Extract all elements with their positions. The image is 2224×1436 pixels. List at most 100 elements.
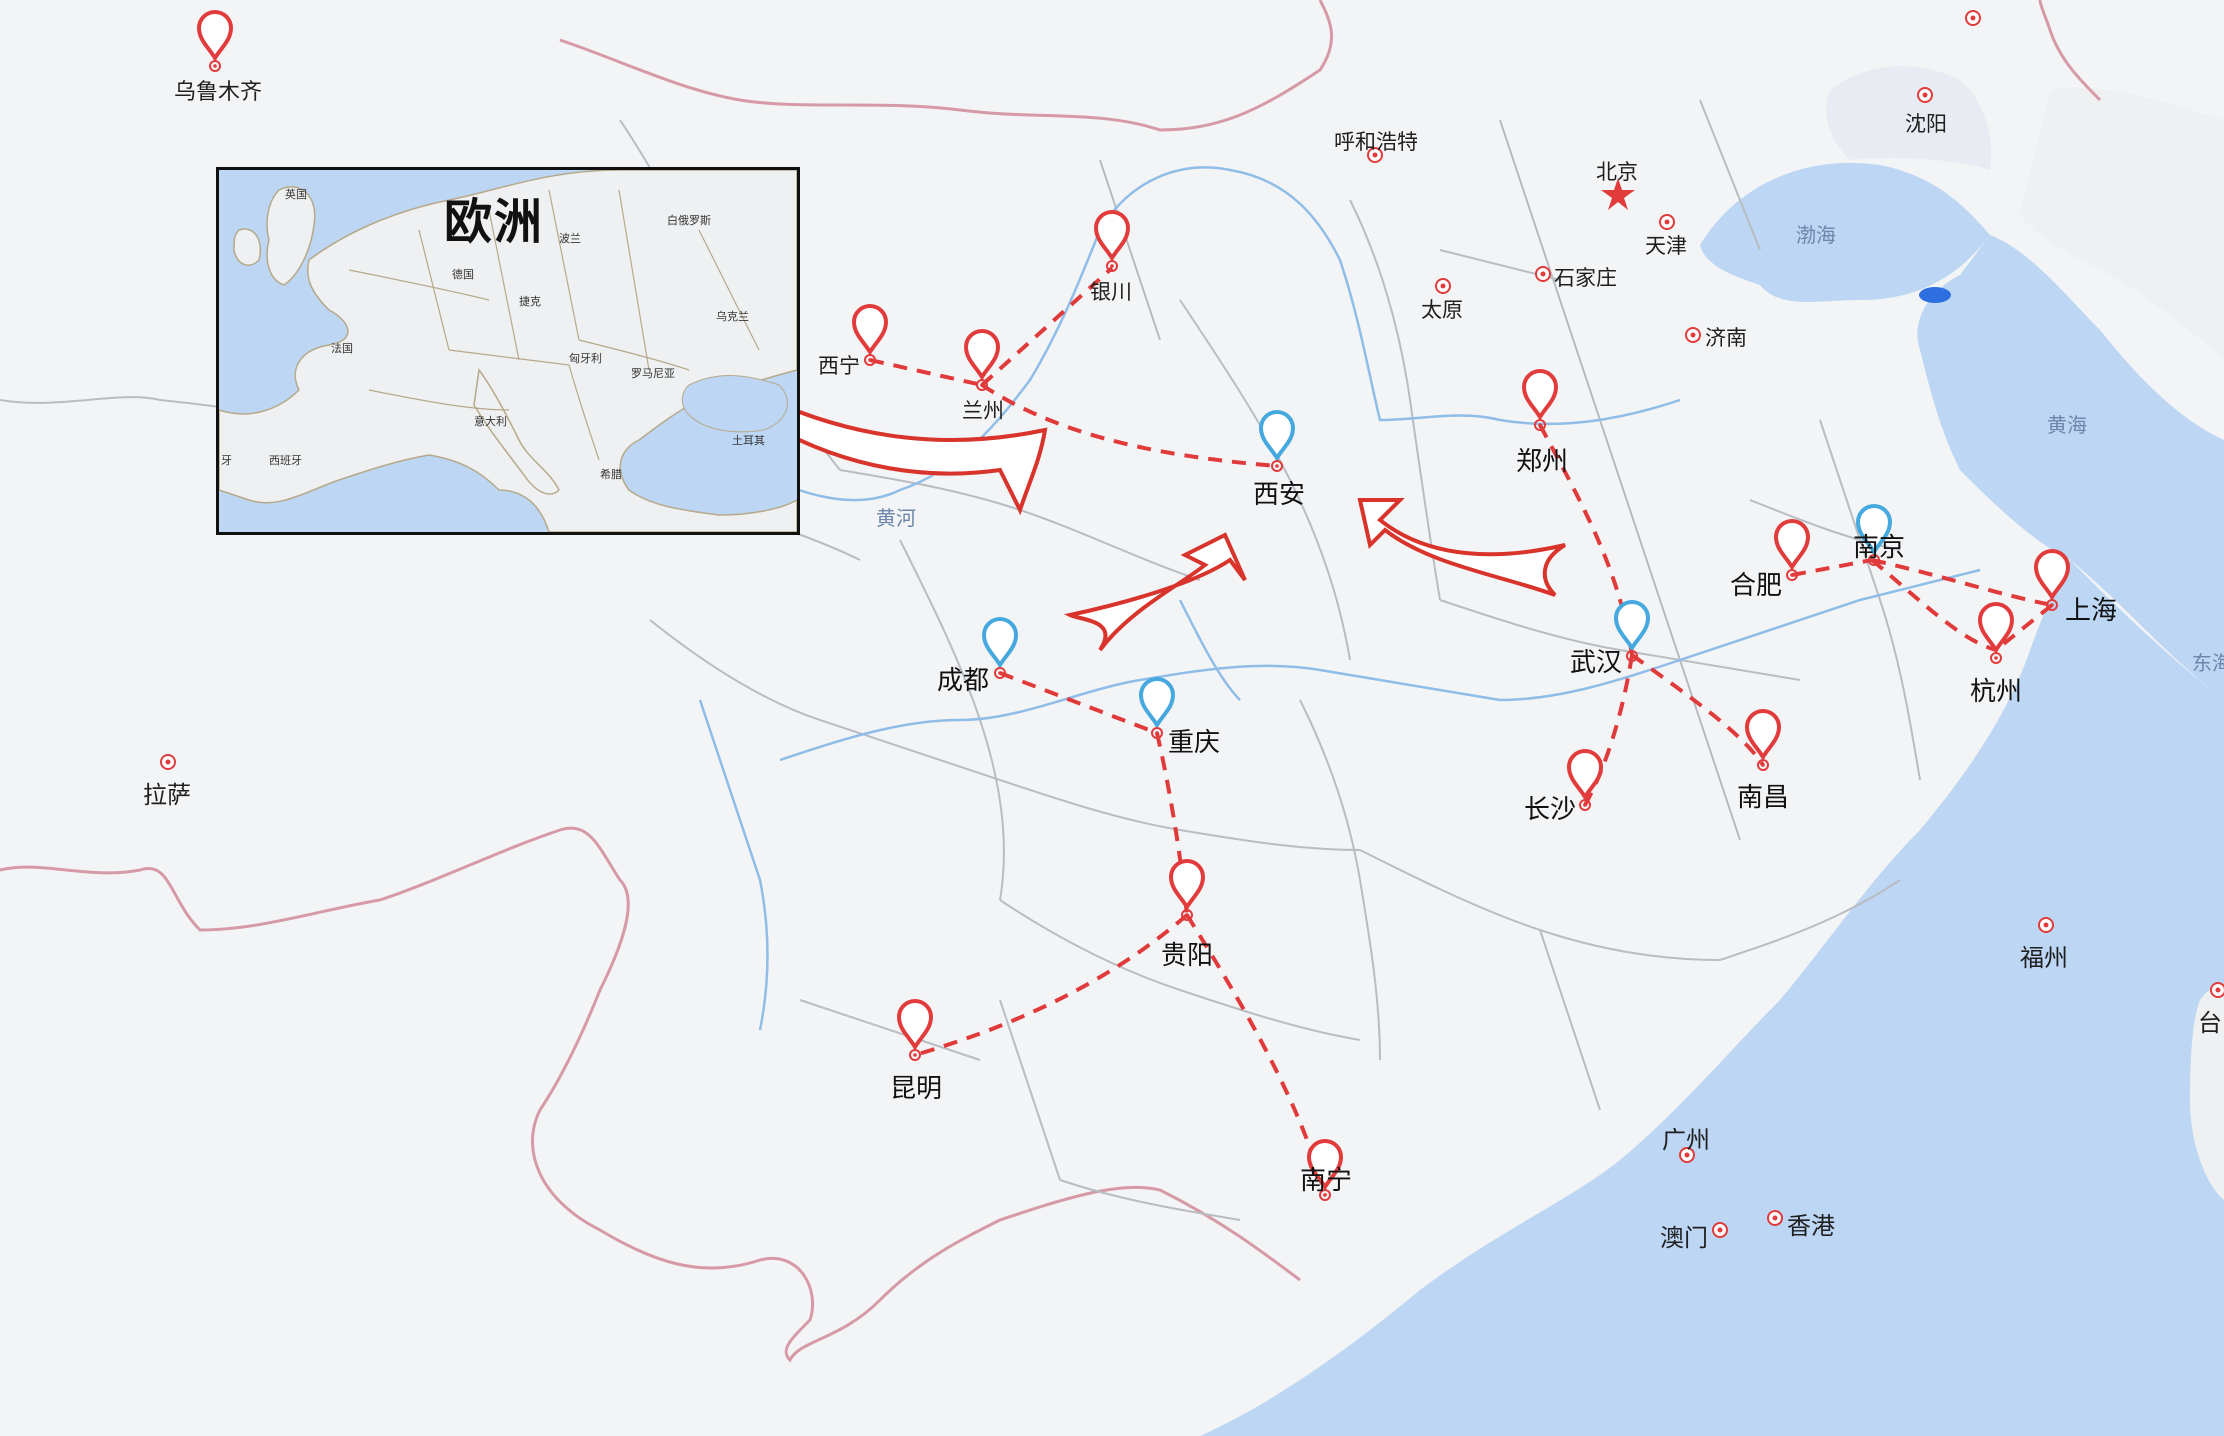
route-nanjing-shanghai [1871, 558, 2053, 607]
label-kunming: 昆明 [890, 1074, 943, 1104]
international-border [0, 826, 1301, 1363]
inset-label-czech: 捷克 [519, 295, 541, 308]
route-hefei-nanjing [1791, 558, 1873, 577]
dot-hongkong [1767, 1210, 1783, 1226]
label-yellow-sea: 黄海 [2047, 413, 2087, 437]
label-nanjing: 南京 [1853, 533, 1906, 563]
inset-label-portugal: 牙 [221, 454, 232, 467]
beijing-star [1601, 178, 1635, 210]
route-lanzhou-yinchuan [980, 266, 1114, 387]
label-xining: 西宁 [818, 354, 860, 378]
label-macau: 澳门 [1660, 1224, 1708, 1252]
label-east-sea-partial: 东海 [2192, 651, 2224, 675]
label-zhengzhou: 郑州 [1516, 447, 1569, 477]
label-lanzhou: 兰州 [962, 399, 1004, 423]
pin-yinchuan [1094, 210, 1130, 273]
pin-xian [1259, 410, 1295, 473]
inset-label-romania: 罗马尼亚 [631, 367, 675, 380]
dot-jinan [1685, 327, 1701, 343]
route-shanghai-hangzhou [1994, 603, 2054, 652]
inset-label-france: 法国 [331, 342, 353, 355]
label-shijiazhuang: 石家庄 [1554, 266, 1617, 290]
dot-shenyang [1917, 87, 1933, 103]
bohai-sea [1700, 162, 1990, 302]
europe-inset-svg [219, 170, 797, 532]
dot-taiyuan [1435, 278, 1451, 294]
inset-label-uk: 英国 [285, 188, 307, 201]
route-guiyang-kunming [914, 913, 1189, 1057]
dot-ne-city [1965, 10, 1981, 26]
route-chengdu-chongqing [999, 671, 1158, 735]
label-shenyang: 沈阳 [1905, 112, 1947, 136]
dot-shijiazhuang [1535, 266, 1551, 282]
label-hangzhou: 杭州 [1970, 677, 2023, 707]
inset-label-poland: 波兰 [559, 232, 581, 245]
label-hefei: 合肥 [1730, 571, 1783, 601]
europe-inset-map: 欧洲 英国 波兰 白俄罗斯 德国 捷克 乌克兰 法国 匈牙利 罗马尼亚 意大利 … [216, 167, 800, 535]
east-sea [1200, 560, 2224, 1436]
label-hohhot: 呼和浩特 [1334, 130, 1418, 154]
pin-lanzhou [964, 329, 1000, 392]
inset-label-belarus: 白俄罗斯 [667, 214, 711, 227]
northern-border [559, 0, 1334, 132]
label-wuhan: 武汉 [1570, 648, 1623, 678]
black-sea [681, 375, 788, 433]
pin-guiyang [1169, 859, 1205, 922]
ne-border [2038, 0, 2102, 102]
inset-label-ukraine: 乌克兰 [716, 310, 749, 323]
label-bohai: 渤海 [1796, 223, 1836, 247]
label-urumqi: 乌鲁木齐 [174, 80, 263, 105]
pin-shanghai [2034, 549, 2070, 612]
inset-label-germany: 德国 [452, 268, 474, 281]
label-lhasa: 拉萨 [143, 781, 191, 809]
arrow-group [732, 373, 1567, 652]
pin-urumqi [197, 10, 233, 73]
dot-lhasa [160, 754, 176, 770]
label-yellow-river: 黄河 [876, 506, 916, 530]
liaodong-bay [1826, 66, 1992, 170]
label-tianjin: 天津 [1645, 234, 1687, 258]
label-chengdu: 成都 [937, 666, 990, 696]
dot-fuzhou [2038, 917, 2054, 933]
label-beijing: 北京 [1596, 160, 1638, 184]
label-guiyang: 贵阳 [1161, 941, 1214, 971]
label-jinan: 济南 [1705, 326, 1747, 350]
label-fuzhou: 福州 [2020, 944, 2068, 972]
big-arrow-to-europe [732, 373, 1048, 516]
italy-peninsula [473, 368, 560, 495]
dot-taiwan [2210, 982, 2224, 998]
pin-kunming [897, 999, 933, 1062]
label-taiwan-partial: 台 [2198, 1009, 2222, 1037]
location-dot [1919, 287, 1951, 303]
yangtze-river [779, 568, 1981, 762]
uk-island [266, 186, 316, 286]
label-changsha: 长沙 [1524, 795, 1577, 825]
arrow-wuhan-xian [1357, 498, 1567, 597]
label-hongkong: 香港 [1787, 1212, 1835, 1240]
label-xian: 西安 [1253, 480, 1306, 510]
route-wuhan-nanchang [1630, 653, 1765, 767]
pin-nanchang [1745, 709, 1781, 772]
taiwan-island [2190, 986, 2224, 1200]
inset-label-turkey: 土耳其 [732, 434, 765, 447]
europe-borders [348, 189, 760, 461]
route-lanzhou-xian [980, 383, 1278, 468]
ireland-island [233, 228, 261, 266]
dot-macau [1712, 1222, 1728, 1238]
label-taiyuan: 太原 [1421, 298, 1463, 322]
inset-label-spain: 西班牙 [269, 454, 302, 467]
dot-tianjin [1659, 214, 1675, 230]
inset-label-hungary: 匈牙利 [569, 352, 602, 365]
label-nanning: 南宁 [1300, 1166, 1353, 1196]
yellow-sea [1917, 235, 2224, 700]
label-guangzhou: 广州 [1662, 1126, 1710, 1154]
korea-coast [2020, 87, 2224, 360]
arrow-chengdu-xian [1063, 532, 1247, 652]
inset-label-greece: 希腊 [600, 468, 622, 481]
label-shanghai: 上海 [2065, 596, 2118, 626]
pin-hangzhou [1978, 602, 2014, 665]
label-yinchuan: 银川 [1090, 280, 1132, 304]
